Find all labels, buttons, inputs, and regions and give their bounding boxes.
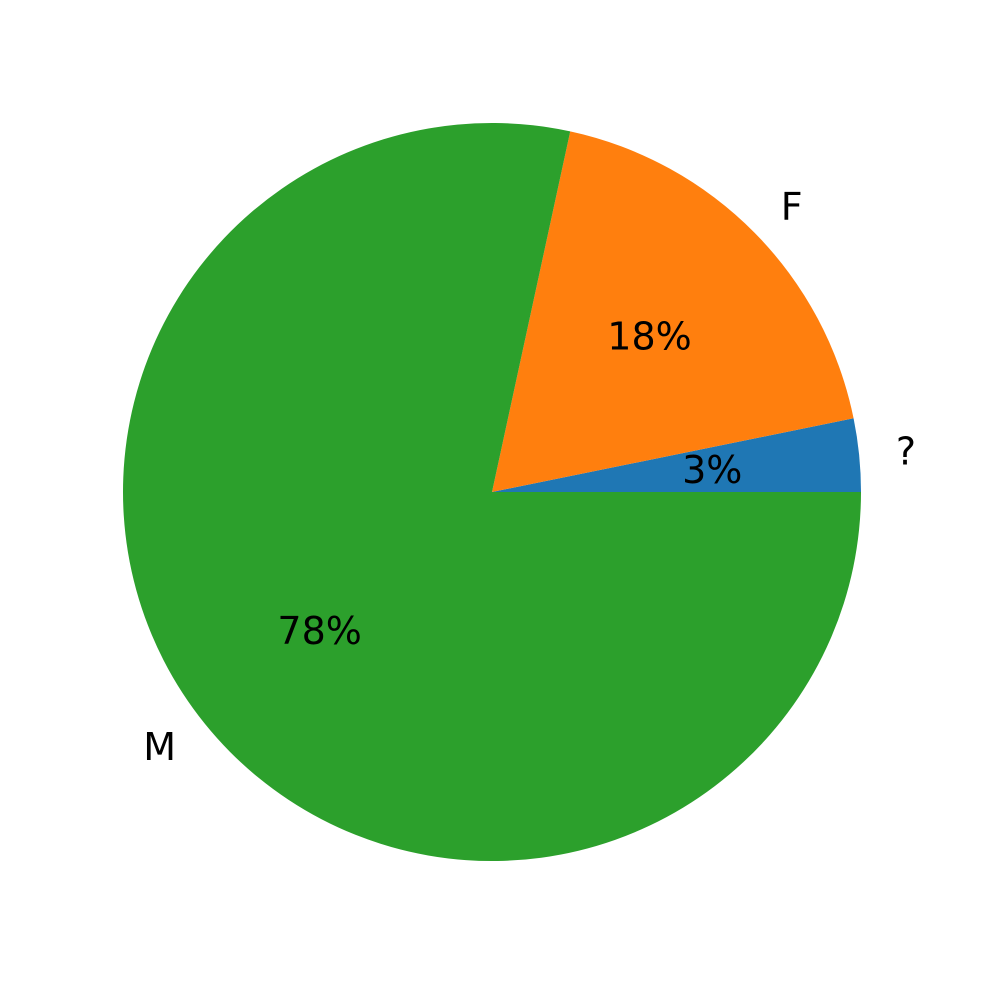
slice-category-label-1: ? (896, 429, 916, 473)
pie-slices (123, 123, 861, 862)
slice-percent-label-2: 18% (607, 314, 691, 358)
pie-labels: ? 3% F 18% M 78% (143, 185, 916, 769)
pie-slice-2 (492, 131, 854, 492)
pie-slice-3 (123, 123, 861, 862)
slice-percent-label-3: 78% (277, 609, 361, 653)
slice-category-label-3: M (143, 725, 176, 769)
slice-category-label-2: F (781, 185, 803, 229)
slice-percent-label-1: 3% (682, 448, 742, 492)
pie-slice-1 (492, 418, 861, 492)
